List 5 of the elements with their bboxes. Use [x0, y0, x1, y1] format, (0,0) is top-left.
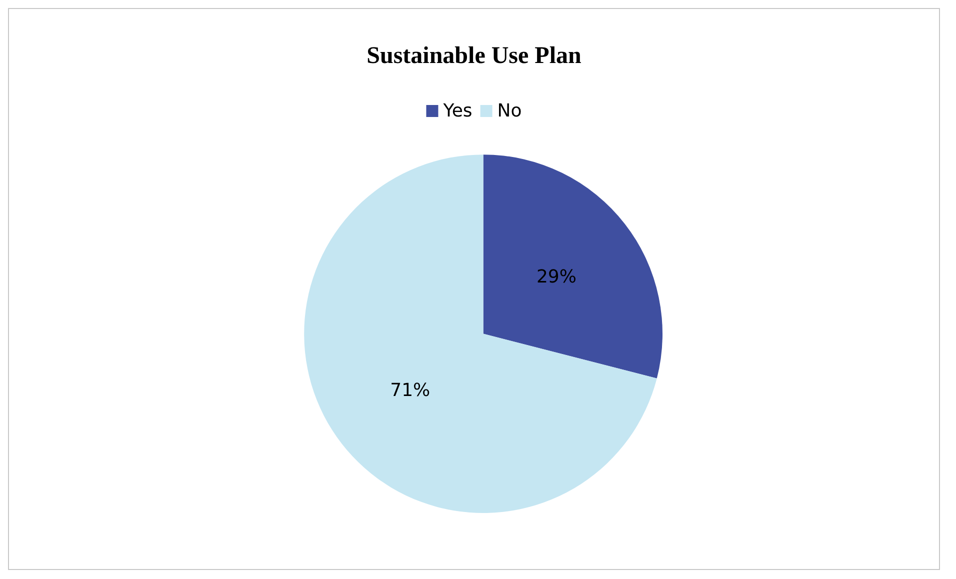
- data-label: 29%: [536, 266, 576, 288]
- legend-label: Yes: [442, 100, 472, 122]
- legend-label: No: [497, 100, 522, 122]
- data-label: 71%: [390, 380, 430, 402]
- chart-title: Sustainable Use Plan: [366, 43, 582, 69]
